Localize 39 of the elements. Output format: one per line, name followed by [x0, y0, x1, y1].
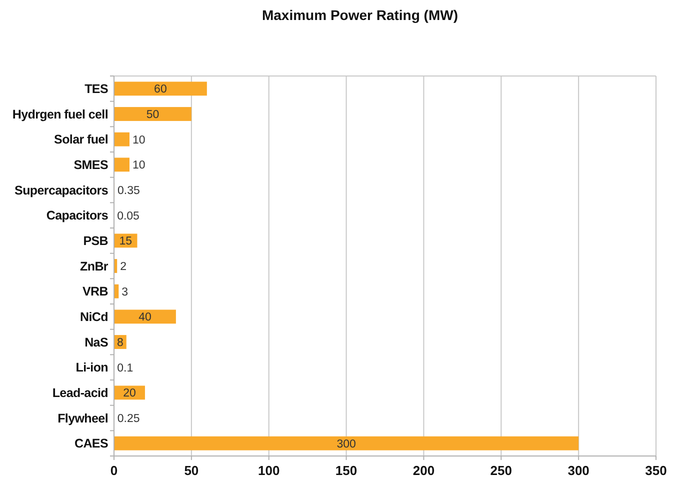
x-tick-label: 200: [412, 463, 435, 478]
x-tick-label: 250: [490, 463, 512, 478]
data-label: 50: [146, 109, 160, 122]
data-label: 60: [154, 84, 167, 96]
y-tick-label: Hydrgen fuel cell: [12, 107, 108, 122]
data-label: 0.05: [117, 210, 140, 222]
y-tick-label: VRB: [82, 284, 108, 299]
y-tick-label: CAES: [74, 436, 108, 451]
chart-title: Maximum Power Rating (MW): [262, 7, 458, 23]
y-tick-label: Supercapacitors: [14, 183, 108, 198]
y-tick-label: NaS: [84, 335, 108, 350]
data-label: 0.35: [118, 185, 140, 198]
y-tick-label: Flywheel: [58, 411, 108, 426]
x-tick-label: 150: [335, 463, 358, 478]
x-tick-label: 50: [184, 463, 199, 478]
x-tick-label: 0: [110, 463, 118, 478]
x-tick-label: 300: [568, 463, 590, 478]
y-tick-label: Li-ion: [76, 360, 108, 375]
x-tick-label: 100: [258, 463, 280, 478]
y-tick-label: TES: [84, 82, 108, 96]
data-label: 300: [336, 438, 356, 450]
data-label: 0.25: [117, 413, 140, 426]
y-tick-label: ZnBr: [80, 259, 108, 274]
data-label: 20: [123, 388, 136, 400]
y-tick-label: PSB: [83, 234, 108, 248]
data-label: 10: [132, 134, 146, 146]
y-tick-label: Lead-acid: [52, 386, 108, 400]
data-label: 40: [138, 312, 152, 324]
y-tick-label: SMES: [74, 158, 108, 172]
data-label: 8: [116, 337, 124, 350]
data-label: 2: [120, 261, 127, 274]
y-tick-label: Capacitors: [46, 208, 108, 223]
data-label: 15: [119, 236, 132, 248]
y-tick-label: Solar fuel: [54, 132, 108, 147]
data-label: 3: [122, 286, 128, 298]
data-label: 0.1: [117, 362, 134, 374]
data-label: 10: [132, 160, 146, 172]
x-tick-label: 350: [645, 463, 667, 478]
y-tick-label: NiCd: [80, 310, 108, 324]
